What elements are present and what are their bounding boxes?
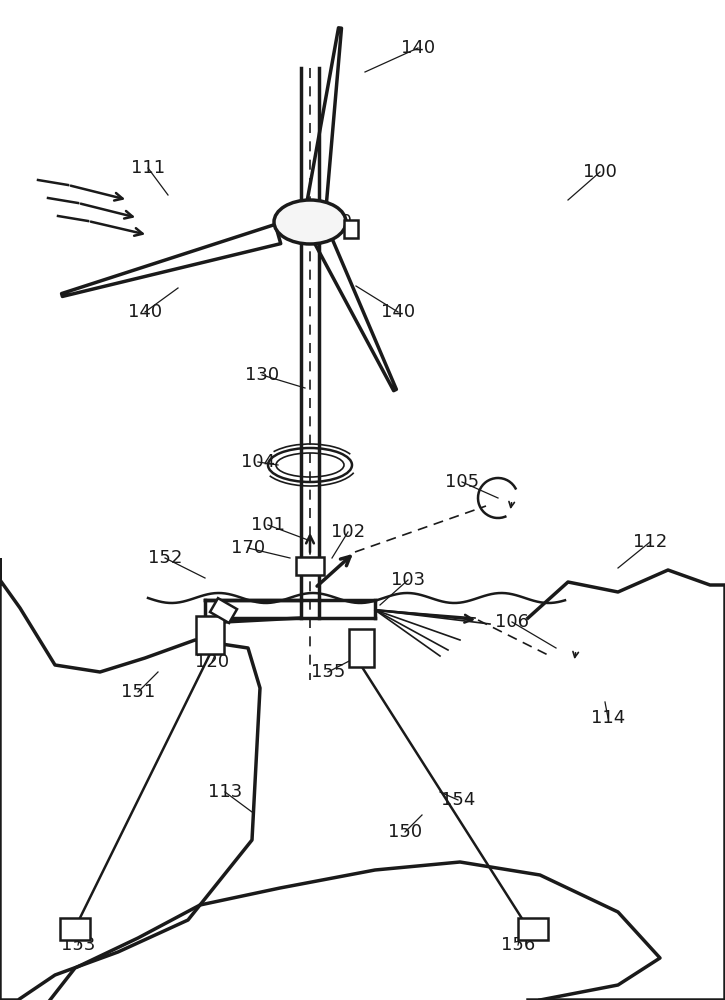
Text: 111: 111 xyxy=(131,159,165,177)
Bar xyxy=(196,616,224,654)
Text: 155: 155 xyxy=(311,663,345,681)
Text: 112: 112 xyxy=(633,533,667,551)
Text: 156: 156 xyxy=(501,936,535,954)
Polygon shape xyxy=(528,570,725,1000)
Text: 160: 160 xyxy=(318,213,352,231)
Polygon shape xyxy=(62,224,281,296)
Ellipse shape xyxy=(274,200,346,244)
Text: 101: 101 xyxy=(251,516,285,534)
Bar xyxy=(349,629,375,667)
Bar xyxy=(60,918,90,940)
Text: 105: 105 xyxy=(445,473,479,491)
Text: 150: 150 xyxy=(388,823,422,841)
Polygon shape xyxy=(0,560,260,1000)
Text: 100: 100 xyxy=(583,163,617,181)
Text: 130: 130 xyxy=(245,366,279,384)
Text: 120: 120 xyxy=(195,653,229,671)
Text: 154: 154 xyxy=(441,791,475,809)
Text: 152: 152 xyxy=(148,549,182,567)
Text: 113: 113 xyxy=(208,783,242,801)
Polygon shape xyxy=(314,234,397,391)
Text: 153: 153 xyxy=(61,936,95,954)
Text: 140: 140 xyxy=(401,39,435,57)
Bar xyxy=(210,598,237,623)
Polygon shape xyxy=(306,28,341,209)
Text: 140: 140 xyxy=(381,303,415,321)
Text: 103: 103 xyxy=(391,571,425,589)
Bar xyxy=(296,557,324,575)
Text: 151: 151 xyxy=(121,683,155,701)
Bar xyxy=(518,918,548,940)
Polygon shape xyxy=(50,862,660,1000)
Text: 140: 140 xyxy=(128,303,162,321)
Text: 114: 114 xyxy=(591,709,625,727)
Text: 104: 104 xyxy=(241,453,275,471)
FancyBboxPatch shape xyxy=(344,220,358,238)
Text: 102: 102 xyxy=(331,523,365,541)
Text: 170: 170 xyxy=(231,539,265,557)
Text: 106: 106 xyxy=(495,613,529,631)
